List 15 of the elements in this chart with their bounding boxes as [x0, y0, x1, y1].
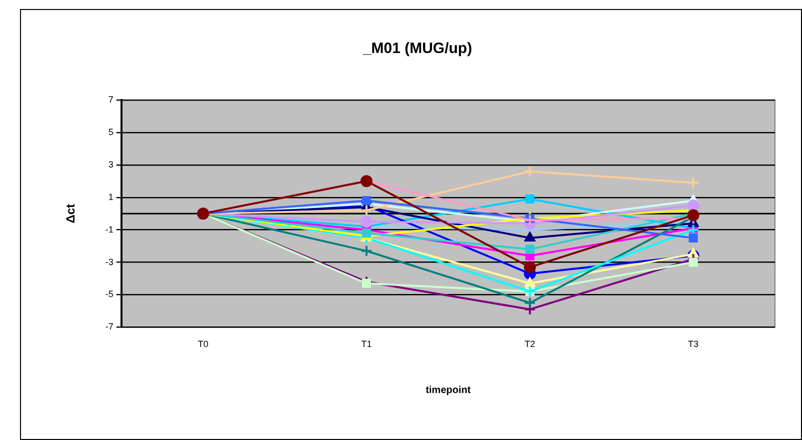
x-tick-label: T3 [688, 339, 699, 350]
x-axis-title: timepoint [426, 384, 472, 396]
y-tick-label: 1 [108, 192, 114, 202]
x-tick-label: T0 [198, 339, 208, 350]
y-axis-title: Δct [64, 204, 78, 224]
x-tick-label: T1 [361, 339, 372, 350]
y-tick-label: 3 [108, 159, 114, 170]
y-tick-label: -5 [105, 289, 114, 300]
chart-title: _M01 (MUG/up) [362, 40, 472, 58]
y-tick-label: -1 [105, 224, 114, 234]
y-tick-label: 5 [108, 126, 114, 137]
y-tick-label: -3 [105, 256, 114, 267]
y-tick-label: 7 [108, 94, 114, 104]
y-tick-label: -7 [105, 322, 114, 332]
x-tick-label: T2 [524, 339, 536, 350]
